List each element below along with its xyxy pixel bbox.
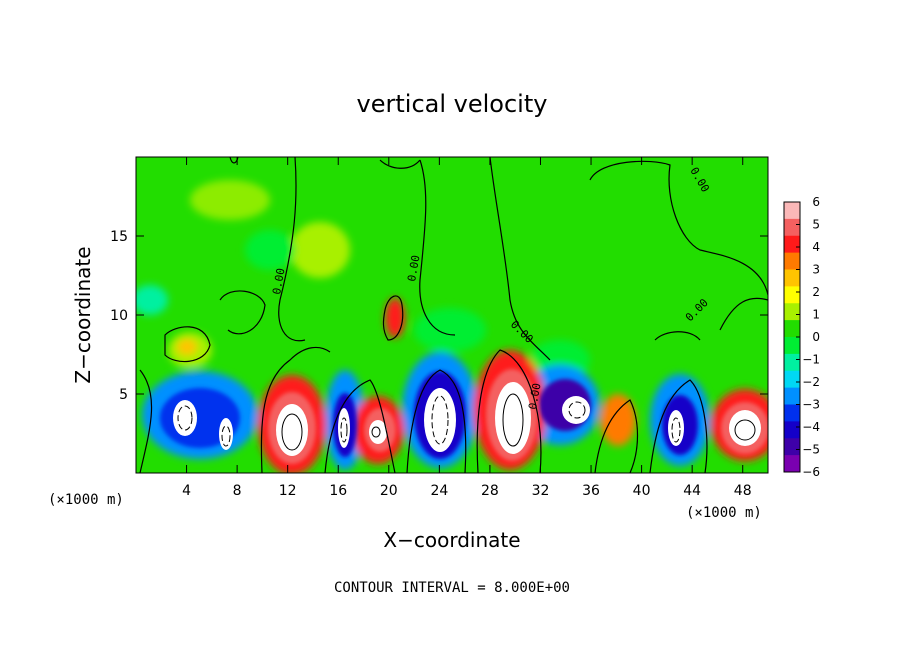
- x-tick-label: 24: [430, 483, 448, 499]
- contour-label: 0.00: [270, 267, 287, 295]
- x-tick-label: 32: [532, 483, 550, 499]
- colorbar-swatch: [784, 387, 800, 405]
- colorbar-swatch: [784, 370, 800, 389]
- heatmap-field: 0.00 0.00 0.00 0.00 0.00 0.00: [136, 157, 768, 473]
- contour-label: 0.00: [526, 382, 543, 410]
- colorbar-swatch: [784, 286, 800, 304]
- y-tick-label: 15: [110, 229, 128, 245]
- colorbar-tick-label: −4: [802, 420, 820, 434]
- x-tick-label: 20: [380, 483, 398, 499]
- contour-label: 0.00: [405, 254, 422, 282]
- x-tick-label: 8: [233, 483, 242, 499]
- colorbar-swatch: [784, 252, 800, 270]
- colorbar-tick-label: 1: [812, 308, 820, 322]
- x-unit-label: (×1000 m): [686, 505, 762, 521]
- x-tick-label: 4: [182, 483, 191, 499]
- colorbar-swatch: [784, 303, 800, 321]
- colorbar-tick-label: −3: [802, 398, 820, 412]
- colorbar-tick-label: 3: [812, 263, 820, 277]
- colorbar-tick-label: −6: [802, 465, 820, 479]
- y-unit-label: (×1000 m): [48, 492, 124, 508]
- colorbar: 6 5 4 3 2 1 0 −1 −2 −3 −4 −5 −6: [783, 195, 820, 479]
- colorbar-swatch: [784, 438, 800, 456]
- colorbar-swatch: [784, 235, 800, 254]
- y-axis: 5 10 15: [110, 229, 768, 403]
- colorbar-tick-label: 0: [812, 330, 820, 344]
- colorbar-tick-label: 5: [812, 218, 820, 232]
- negative-contours: [177, 395, 681, 447]
- colorbar-tick-label: −1: [802, 353, 820, 367]
- colorbar-tick-label: 2: [812, 285, 820, 299]
- y-tick-label: 5: [119, 387, 128, 403]
- colorbar-swatch: [784, 404, 800, 422]
- colorbar-tick-label: −5: [802, 443, 820, 457]
- colorbar-swatch: [784, 320, 800, 338]
- x-tick-label: 12: [279, 483, 297, 499]
- x-tick-label: 28: [481, 483, 499, 499]
- colorbar-swatch: [784, 337, 800, 355]
- colorbar-tick-label: 6: [812, 195, 820, 209]
- y-tick-label: 10: [110, 308, 128, 324]
- colorbar-swatch: [784, 353, 800, 372]
- x-tick-label: 44: [683, 483, 701, 499]
- x-tick-label: 16: [329, 483, 347, 499]
- colorbar-swatch: [784, 455, 800, 473]
- colorbar-swatch: [784, 269, 800, 287]
- colorbar-swatch: [784, 421, 800, 439]
- positive-contours: [281, 393, 756, 451]
- x-tick-label: 40: [633, 483, 651, 499]
- colorbar-swatch: [784, 202, 800, 220]
- contour-interval-note: CONTOUR INTERVAL = 8.000E+00: [334, 580, 570, 596]
- x-tick-label: 48: [734, 483, 752, 499]
- colorbar-swatch: [784, 218, 800, 237]
- colorbar-tick-label: −2: [802, 375, 820, 389]
- x-axis-label: X−coordinate: [383, 528, 520, 552]
- y-axis-label: Z−coordinate: [71, 246, 95, 383]
- plot-area: 0.00 0.00 0.00 0.00 0.00 0.00: [135, 156, 769, 474]
- chart-title: vertical velocity: [357, 90, 548, 118]
- x-tick-label: 36: [582, 483, 600, 499]
- colorbar-tick-label: 4: [812, 240, 820, 254]
- x-axis: 4 8 12 16 20 24 28 32 36 40 44 48: [182, 157, 752, 499]
